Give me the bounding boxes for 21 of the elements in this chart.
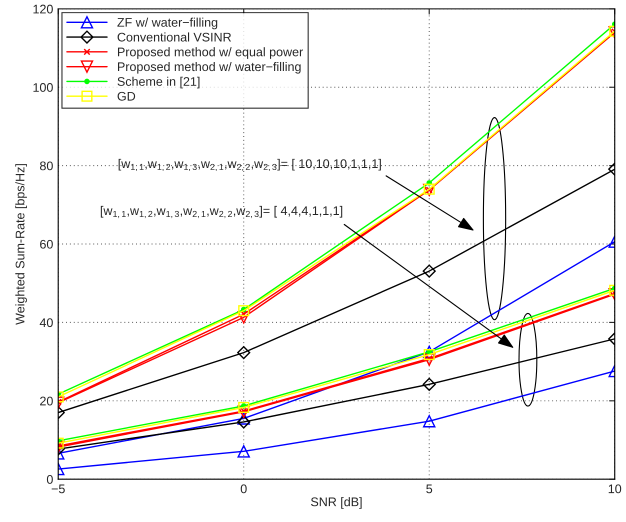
y-tick-label: 0 (46, 474, 53, 484)
y-tick-label: 100 (33, 83, 53, 92)
legend-label: Proposed method w/ water−filling (118, 62, 301, 74)
text: [w$_{1,1}$,w$_{1,2}$,w$_{1,3}$,w$_{2,1}$,w$_{2,2}$,w$_{2,3}$]= [ 10,10,10,1,1,1] (118, 158, 381, 172)
legend-label: Scheme in [21] (118, 76, 200, 88)
x-tick-label: 5 (426, 484, 432, 494)
y-tick-label: 120 (33, 4, 53, 14)
x-tick-label: −5 (52, 484, 65, 494)
legend-label: GD (118, 92, 136, 101)
x-tick-label: 0 (240, 484, 247, 494)
legend-label: Proposed method w/ equal power (118, 47, 303, 59)
y-tick-label: 60 (40, 240, 53, 249)
y-axis-title: Weighted Sum-Rate [bps/Hz] (15, 164, 27, 325)
text: [w$_{1,1}$,w$_{1,2}$,w$_{1,3}$,w$_{2,1}$,w$_{2,2}$,w$_{2,3}$]= [ 4,4,4,1,1,1] (100, 206, 342, 218)
y-tick-label: 20 (40, 396, 53, 406)
y-tick-label: 40 (40, 318, 53, 328)
legend-label: Conventional VSINR (118, 32, 232, 42)
y-tick-label: 80 (40, 161, 53, 170)
x-tick-label: 10 (608, 484, 622, 494)
x-axis-title: SNR [dB] (310, 497, 362, 509)
legend-label: ZF w/ water−filling (117, 18, 218, 30)
